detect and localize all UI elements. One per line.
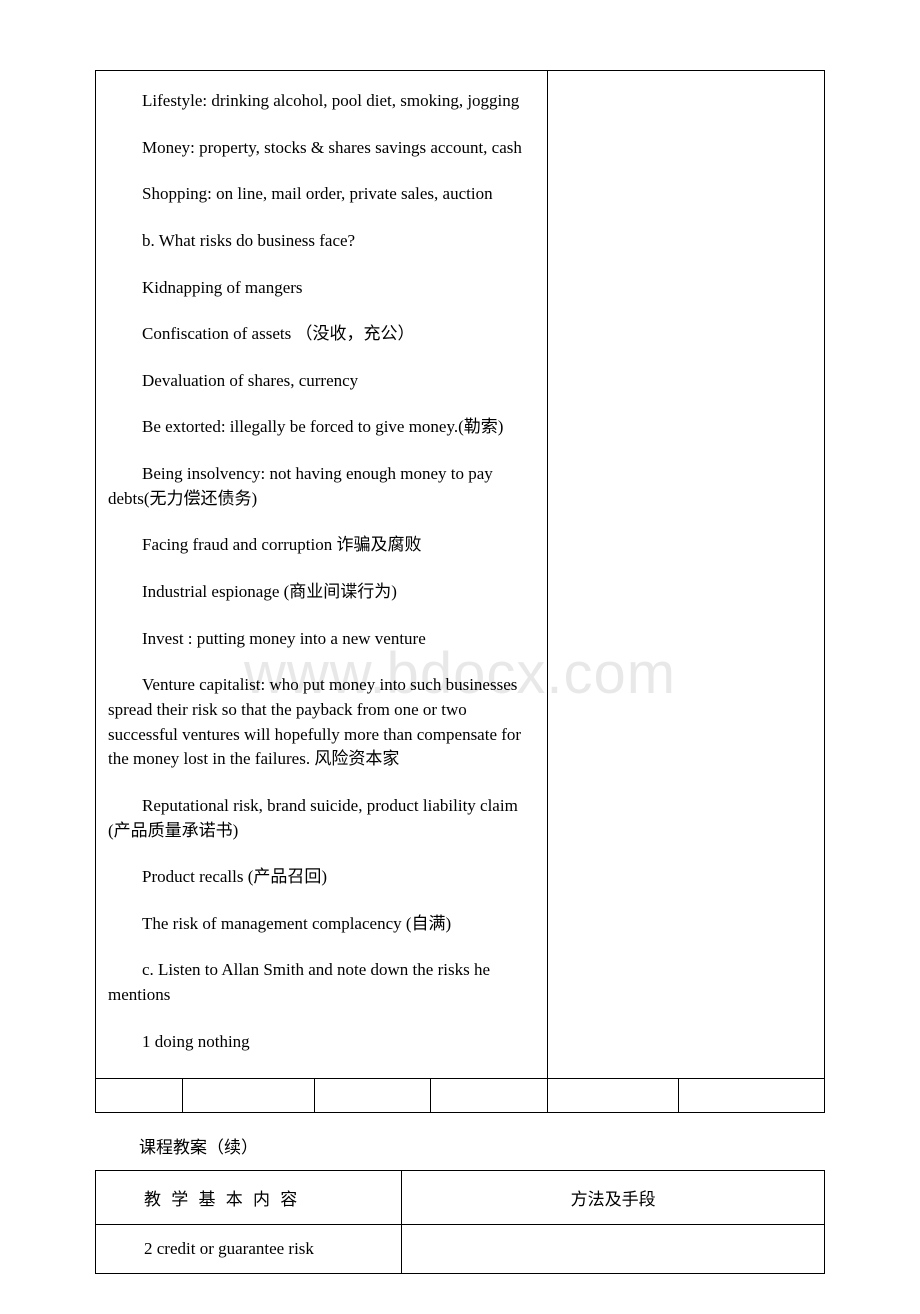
para-doing-nothing: 1 doing nothing [108, 1030, 535, 1055]
sub-row1-left: 2 credit or guarantee risk [96, 1225, 402, 1274]
para-lifestyle: Lifestyle: drinking alcohol, pool diet, … [108, 89, 535, 114]
para-venture: Venture capitalist: who put money into s… [108, 673, 535, 772]
para-question-c: c. Listen to Allan Smith and note down t… [108, 958, 535, 1007]
sub-header-right: 方法及手段 [402, 1171, 825, 1225]
para-invest: Invest : putting money into a new ventur… [108, 627, 535, 652]
main-content-table: Lifestyle: drinking alcohol, pool diet, … [95, 70, 825, 1113]
bottom-cell-5 [547, 1079, 678, 1113]
para-question-b: b. What risks do business face? [108, 229, 535, 254]
sub-row1-right [402, 1225, 825, 1274]
bottom-cell-4 [431, 1079, 548, 1113]
para-complacency: The risk of management complacency (自满) [108, 912, 535, 937]
bottom-cell-3 [314, 1079, 431, 1113]
para-espionage: Industrial espionage (商业间谍行为) [108, 580, 535, 605]
para-insolvency: Being insolvency: not having enough mone… [108, 462, 535, 511]
para-recalls: Product recalls (产品召回) [108, 865, 535, 890]
content-cell: Lifestyle: drinking alcohol, pool diet, … [96, 71, 548, 1079]
para-money: Money: property, stocks & shares savings… [108, 136, 535, 161]
section-label: 课程教案（续） [139, 1133, 825, 1158]
para-kidnapping: Kidnapping of mangers [108, 276, 535, 301]
para-reputational: Reputational risk, brand suicide, produc… [108, 794, 535, 843]
bottom-cell-2 [183, 1079, 314, 1113]
para-fraud: Facing fraud and corruption 诈骗及腐败 [108, 533, 535, 558]
para-confiscation: Confiscation of assets （没收，充公） [108, 322, 535, 347]
sub-table: 教 学 基 本 内 容 方法及手段 2 credit or guarantee … [95, 1170, 825, 1274]
bottom-cell-1 [96, 1079, 183, 1113]
bottom-cell-6 [679, 1079, 825, 1113]
para-shopping: Shopping: on line, mail order, private s… [108, 182, 535, 207]
para-devaluation: Devaluation of shares, currency [108, 369, 535, 394]
side-cell [547, 71, 824, 1079]
page-container: Lifestyle: drinking alcohol, pool diet, … [95, 70, 825, 1274]
bottom-empty-row [96, 1079, 825, 1113]
sub-header-left: 教 学 基 本 内 容 [96, 1171, 402, 1225]
para-extorted: Be extorted: illegally be forced to give… [108, 415, 535, 440]
